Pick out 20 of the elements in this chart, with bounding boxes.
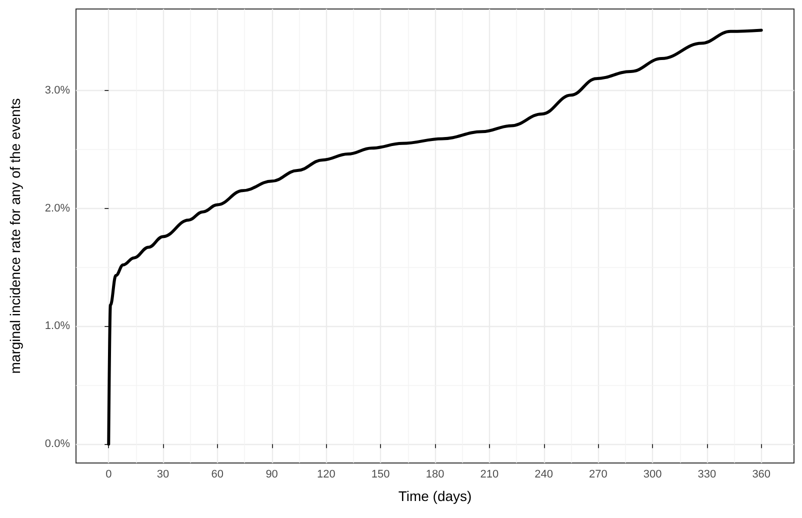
x-tick-label: 150 xyxy=(371,468,390,480)
y-tick-label: 1.0% xyxy=(44,320,70,332)
x-tick-label: 330 xyxy=(698,468,716,480)
x-tick-label: 30 xyxy=(156,468,170,480)
x-tick-label: 360 xyxy=(752,468,771,480)
x-tick-label: 180 xyxy=(426,468,444,480)
x-tick-label: 300 xyxy=(643,468,662,480)
x-tick-label: 0 xyxy=(106,468,112,480)
x-tick-label: 240 xyxy=(534,468,553,480)
x-tick-label: 90 xyxy=(266,468,278,480)
x-axis-title: Time (days) xyxy=(398,488,472,504)
x-tick-label: 120 xyxy=(317,468,336,480)
line-series xyxy=(107,28,763,446)
x-tick-label: 270 xyxy=(589,468,608,480)
x-tick-label: 210 xyxy=(480,468,499,480)
y-tick-label: 0.0% xyxy=(44,438,70,450)
y-tick-label: 2.0% xyxy=(44,202,70,214)
y-tick-label: 3.0% xyxy=(44,84,70,96)
y-axis-title: marginal incidence rate for any of the events xyxy=(7,98,23,374)
x-tick-label: 60 xyxy=(211,468,224,480)
